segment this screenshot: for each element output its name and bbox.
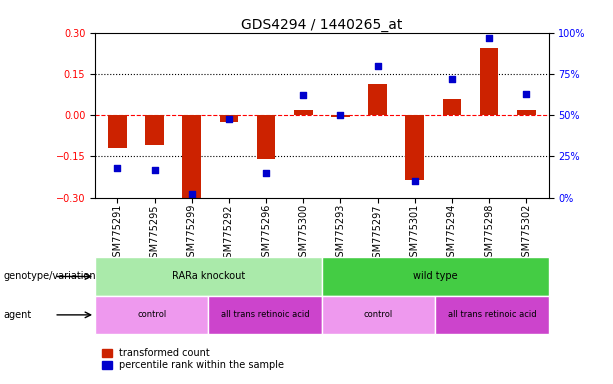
- Point: [299, 92, 308, 98]
- Text: agent: agent: [3, 310, 31, 320]
- Bar: [331, 115, 349, 117]
- Bar: [108, 115, 127, 148]
- Point: [410, 178, 420, 184]
- Point: [150, 167, 159, 173]
- Point: [335, 112, 345, 118]
- Text: all trans retinoic acid: all trans retinoic acid: [221, 310, 310, 319]
- Bar: [435, 296, 549, 334]
- Bar: [405, 115, 424, 180]
- Bar: [145, 115, 164, 146]
- Point: [522, 91, 531, 97]
- Bar: [95, 296, 208, 334]
- Bar: [219, 115, 238, 122]
- Bar: [322, 257, 549, 296]
- Bar: [368, 84, 387, 115]
- Text: genotype/variation: genotype/variation: [3, 271, 96, 281]
- Bar: [208, 296, 322, 334]
- Point: [447, 76, 457, 82]
- Point: [484, 35, 494, 41]
- Text: control: control: [364, 310, 393, 319]
- Text: all trans retinoic acid: all trans retinoic acid: [447, 310, 536, 319]
- Point: [187, 191, 197, 197]
- Bar: [480, 48, 498, 115]
- Point: [112, 165, 122, 171]
- Bar: [294, 110, 313, 115]
- Text: control: control: [137, 310, 166, 319]
- Legend: transformed count, percentile rank within the sample: transformed count, percentile rank withi…: [100, 346, 286, 372]
- Bar: [95, 257, 322, 296]
- Bar: [443, 99, 461, 115]
- Text: wild type: wild type: [413, 271, 457, 281]
- Point: [373, 63, 383, 69]
- Bar: [183, 115, 201, 199]
- Point: [224, 116, 234, 122]
- Point: [261, 170, 271, 176]
- Text: RARa knockout: RARa knockout: [172, 271, 245, 281]
- Title: GDS4294 / 1440265_at: GDS4294 / 1440265_at: [241, 18, 403, 31]
- Bar: [322, 296, 435, 334]
- Bar: [517, 110, 536, 115]
- Bar: [257, 115, 275, 159]
